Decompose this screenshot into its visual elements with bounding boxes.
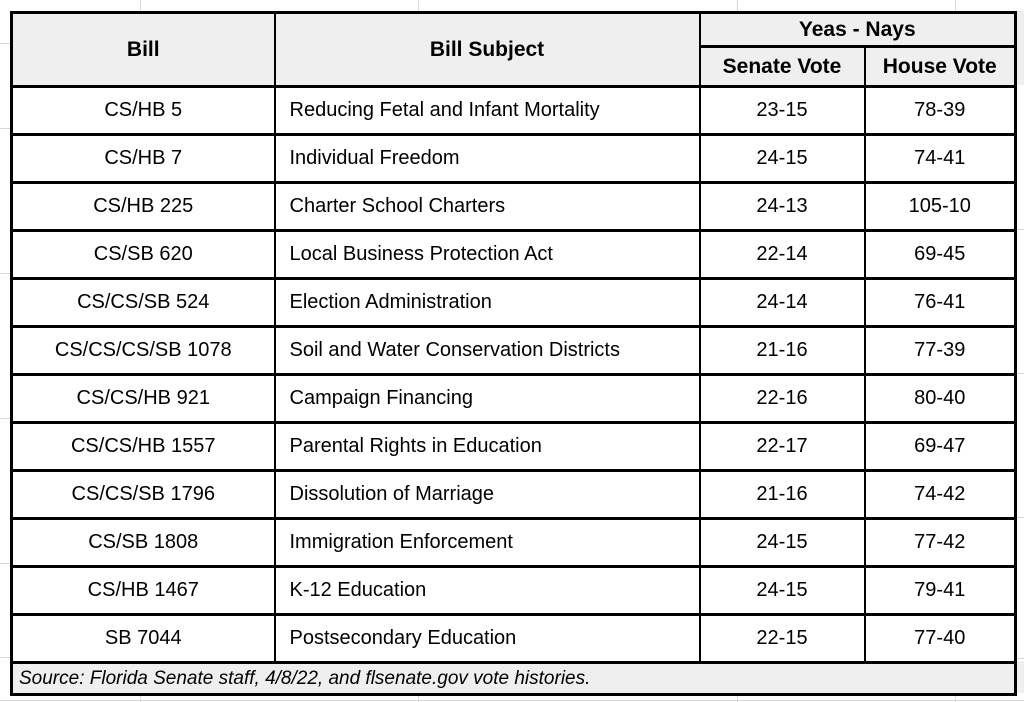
cell-senate-vote: 21-16: [698, 469, 866, 520]
cell-subject: Postsecondary Education: [273, 613, 701, 664]
cell-subject: Parental Rights in Education: [273, 421, 701, 472]
cell-bill: CS/SB 1808: [10, 517, 276, 568]
gridline: [737, 0, 738, 11]
gridline: [0, 128, 10, 129]
gridline: [0, 563, 10, 564]
cell-house-vote: 77-40: [863, 613, 1017, 664]
cell-house-vote: 74-41: [863, 133, 1017, 184]
gridline: [418, 693, 419, 702]
cell-senate-vote: 22-15: [698, 613, 866, 664]
cell-subject: Reducing Fetal and Infant Mortality: [273, 85, 701, 136]
table-row: CS/HB 225 Charter School Charters 24-13 105…: [10, 181, 1017, 232]
header-house-vote: House Vote: [863, 45, 1017, 88]
cell-house-vote: 80-40: [863, 373, 1017, 424]
cell-subject: Dissolution of Marriage: [273, 469, 701, 520]
gridline: [0, 657, 10, 658]
cell-bill: CS/CS/HB 1557: [10, 421, 276, 472]
cell-house-vote: 78-39: [863, 85, 1017, 136]
cell-senate-vote: 21-16: [698, 325, 866, 376]
cell-senate-vote: 24-14: [698, 277, 866, 328]
cell-house-vote: 69-47: [863, 421, 1017, 472]
votes-table: Bill Bill Subject Yeas - Nays Senate Vot…: [10, 11, 1018, 696]
gridline: [1017, 658, 1024, 659]
cell-subject: Campaign Financing: [273, 373, 701, 424]
gridline: [0, 418, 10, 419]
cell-house-vote: 79-41: [863, 565, 1017, 616]
table-body: CS/HB 5 Reducing Fetal and Infant Mortali…: [10, 85, 1017, 664]
adjacent-cell-shading: [1017, 661, 1024, 693]
table-row: CS/CS/SB 1796 Dissolution of Marriage 21-1…: [10, 469, 1017, 520]
cell-bill: CS/HB 225: [10, 181, 276, 232]
cell-bill: CS/HB 1467: [10, 565, 276, 616]
header-bill-subject: Bill Subject: [273, 11, 701, 88]
cell-bill: CS/CS/CS/SB 1078: [10, 325, 276, 376]
gridline: [140, 693, 141, 702]
header-senate-vote: Senate Vote: [698, 45, 866, 88]
cell-bill: CS/HB 7: [10, 133, 276, 184]
cell-subject: K-12 Education: [273, 565, 701, 616]
adjacent-cell-shading: [1017, 11, 1024, 85]
cell-subject: Soil and Water Conservation Districts: [273, 325, 701, 376]
table-row: CS/CS/HB 921 Campaign Financing 22-16 80-40: [10, 373, 1017, 424]
cell-senate-vote: 23-15: [698, 85, 866, 136]
cell-subject: Local Business Protection Act: [273, 229, 701, 280]
cell-house-vote: 69-45: [863, 229, 1017, 280]
cell-subject: Individual Freedom: [273, 133, 701, 184]
gridline: [0, 43, 10, 44]
gridline: [140, 0, 141, 11]
cell-senate-vote: 24-15: [698, 133, 866, 184]
cell-subject: Charter School Charters: [273, 181, 701, 232]
cell-bill: CS/CS/SB 1796: [10, 469, 276, 520]
table-row: CS/SB 1808 Immigration Enforcement 24-15 77…: [10, 517, 1017, 568]
cell-senate-vote: 22-16: [698, 373, 866, 424]
source-row: Source: Florida Senate staff, 4/8/22, an…: [10, 661, 1017, 696]
table-row: SB 7044 Postsecondary Education 22-15 77-40: [10, 613, 1017, 664]
gridline: [1017, 229, 1024, 230]
table-header-row-votes: Senate Vote House Vote: [12, 45, 1017, 88]
table-row: CS/HB 1467 K-12 Education 24-15 79-41: [10, 565, 1017, 616]
table-row: CS/CS/HB 1557 Parental Rights in Educatio…: [10, 421, 1017, 472]
cell-senate-vote: 24-15: [698, 565, 866, 616]
cell-bill: CS/SB 620: [10, 229, 276, 280]
gridline: [0, 700, 1024, 701]
table-header-row-group: Bill Bill Subject Yeas - Nays: [10, 11, 1017, 88]
table-row: CS/CS/CS/SB 1078 Soil and Water Conservat…: [10, 325, 1017, 376]
cell-subject: Election Administration: [273, 277, 701, 328]
cell-senate-vote: 22-17: [698, 421, 866, 472]
header-bill: Bill: [10, 11, 276, 88]
cell-senate-vote: 24-13: [698, 181, 866, 232]
cell-bill: CS/HB 5: [10, 85, 276, 136]
table-row: CS/HB 7 Individual Freedom 24-15 74-41: [10, 133, 1017, 184]
cell-house-vote: 105-10: [863, 181, 1017, 232]
table-row: CS/SB 620 Local Business Protection Act 22…: [10, 229, 1017, 280]
cell-house-vote: 74-42: [863, 469, 1017, 520]
cell-bill: CS/CS/HB 921: [10, 373, 276, 424]
gridline: [0, 273, 10, 274]
cell-bill: CS/CS/SB 524: [10, 277, 276, 328]
cell-house-vote: 77-42: [863, 517, 1017, 568]
gridline: [955, 0, 956, 11]
cell-house-vote: 77-39: [863, 325, 1017, 376]
gridline: [737, 693, 738, 702]
cell-bill: SB 7044: [10, 613, 276, 664]
gridline: [1017, 373, 1024, 374]
gridline: [418, 0, 419, 11]
cell-subject: Immigration Enforcement: [273, 517, 701, 568]
cell-house-vote: 76-41: [863, 277, 1017, 328]
source-note: Source: Florida Senate staff, 4/8/22, an…: [10, 661, 1017, 696]
cell-senate-vote: 24-15: [698, 517, 866, 568]
table-row: CS/HB 5 Reducing Fetal and Infant Mortali…: [10, 85, 1017, 136]
gridline: [955, 693, 956, 702]
table-row: CS/CS/SB 524 Election Administration 24-14…: [10, 277, 1017, 328]
cell-senate-vote: 22-14: [698, 229, 866, 280]
header-yeas-nays: Yeas - Nays: [698, 11, 1017, 48]
gridline: [1017, 517, 1024, 518]
